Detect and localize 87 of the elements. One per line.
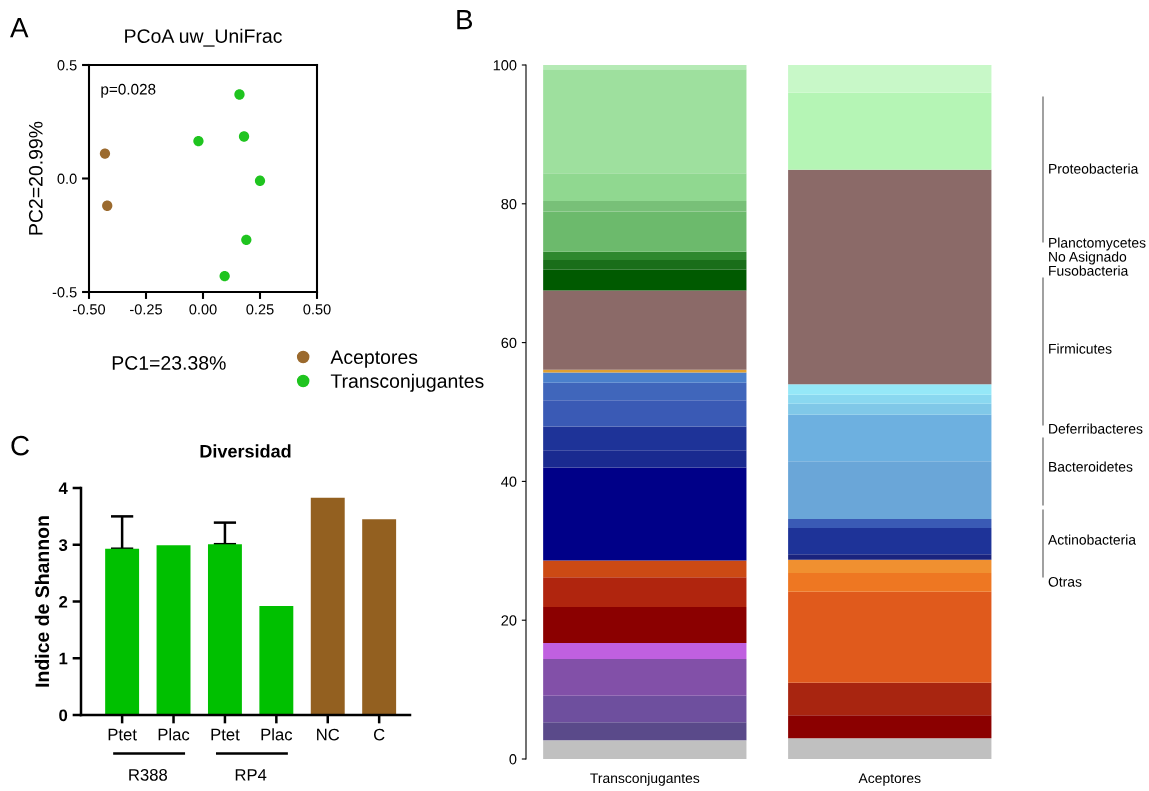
bar <box>543 695 747 723</box>
text: R388 <box>129 768 168 781</box>
y-tick-label: -0.5 <box>52 287 77 298</box>
bar <box>788 394 992 404</box>
x-tick-label: C <box>373 728 385 741</box>
chart-title: PCoA uw_UniFrac <box>125 28 282 47</box>
bar <box>362 519 397 715</box>
bar <box>788 559 992 574</box>
y-tick-label: 20 <box>501 615 517 626</box>
point <box>102 200 113 211</box>
y-tick-label: 0.0 <box>57 173 77 184</box>
bar <box>788 738 992 759</box>
x-tick-label: 0.25 <box>246 304 274 315</box>
text: A <box>10 18 29 38</box>
bar <box>543 251 747 261</box>
x-tick-label: NC <box>317 728 340 741</box>
bar <box>543 69 747 174</box>
y-tick-label: 60 <box>501 337 517 349</box>
text: Deferribacteres <box>1049 423 1143 434</box>
bar <box>543 577 747 608</box>
x-axis-title: PC1=23.38% <box>112 356 226 370</box>
bar <box>788 384 992 395</box>
bar <box>788 554 992 560</box>
point <box>254 175 266 186</box>
bar <box>543 659 747 696</box>
y-tick-label: 80 <box>501 198 517 210</box>
x-tick-label: 0.50 <box>303 304 331 315</box>
bar <box>543 260 747 270</box>
text: RP4 <box>235 769 267 781</box>
x-tick-label: Plac <box>158 728 190 741</box>
text: Firmicutes <box>1049 343 1112 354</box>
bar <box>788 573 992 592</box>
point <box>193 135 204 147</box>
text: Bacteroidetes <box>1049 461 1133 472</box>
y-tick-label: 0.5 <box>57 60 77 71</box>
point <box>238 131 250 142</box>
point <box>99 148 111 159</box>
bar <box>543 173 747 202</box>
x-tick-label: -0.25 <box>130 304 163 315</box>
bar <box>788 591 992 683</box>
text: Fusobacteria <box>1049 265 1129 276</box>
legend-label: Aceptores <box>330 350 418 368</box>
y-tick-label: 100 <box>493 60 517 71</box>
bar <box>543 65 747 70</box>
y-axis-title: PC2=20.99% <box>28 121 43 235</box>
bar <box>543 467 747 561</box>
text: Actinobacteria <box>1048 534 1137 545</box>
x-tick-label: -0.50 <box>73 304 106 315</box>
bar <box>310 497 345 715</box>
x-tick-label: 0.00 <box>189 304 217 315</box>
y-tick-label: 0 <box>509 754 517 765</box>
bar <box>788 682 992 716</box>
text: Planctomycetes <box>1049 237 1146 251</box>
text: No Asignado <box>1049 251 1127 265</box>
y-tick-label: 3 <box>58 539 68 551</box>
y-tick-label: 2 <box>59 595 68 608</box>
x-tick-label: Plac <box>261 728 293 741</box>
y-tick-label: 1 <box>59 652 68 665</box>
x-tick-label: Ptet <box>108 728 137 741</box>
bar <box>543 643 747 660</box>
y-axis-title: Indice de Shannon <box>34 516 50 687</box>
y-tick-label: 40 <box>501 476 517 487</box>
legend-label: Transconjugantes <box>330 373 484 392</box>
text: Otras <box>1048 576 1082 587</box>
y-tick-label: 0 <box>59 709 68 722</box>
text: B <box>457 10 473 30</box>
bar <box>788 403 992 415</box>
annotation: p=0.028 <box>101 83 156 98</box>
bar <box>788 92 992 170</box>
bar <box>543 372 747 383</box>
bar <box>259 606 294 715</box>
text: C <box>11 435 29 456</box>
text: Proteobacteria <box>1049 163 1139 174</box>
bar <box>543 560 747 578</box>
bar <box>156 545 191 715</box>
point <box>234 89 245 100</box>
bar <box>543 269 747 291</box>
bar <box>788 65 992 93</box>
point <box>219 270 230 282</box>
bar <box>207 544 242 715</box>
y-tick-label: 4 <box>58 482 68 495</box>
bar <box>543 722 747 741</box>
x-tick-label: Ptet <box>211 728 240 741</box>
bar <box>543 740 747 759</box>
chart-title: Diversidad <box>200 444 291 458</box>
bar <box>105 548 140 715</box>
point <box>241 234 252 245</box>
